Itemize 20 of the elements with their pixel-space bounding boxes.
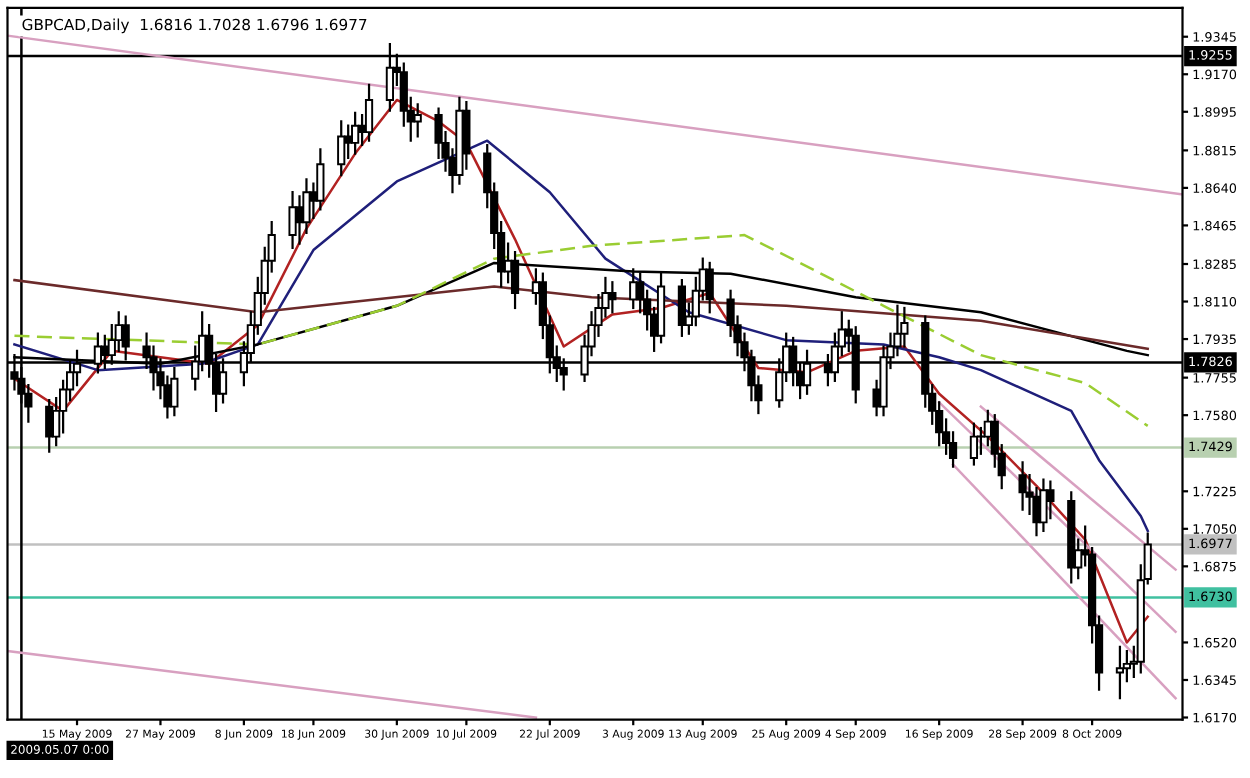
candlestick — [677, 278, 687, 337]
candlestick — [316, 148, 325, 211]
line-series — [13, 98, 1149, 644]
line-series — [13, 139, 1149, 533]
candlestick — [1115, 645, 1125, 700]
candlestick — [462, 101, 471, 170]
candlestick — [288, 191, 297, 250]
candlestick — [413, 103, 422, 138]
candlestick — [364, 83, 374, 142]
candlestick — [608, 281, 617, 314]
line-series — [13, 233, 1149, 428]
candlestick — [969, 422, 979, 466]
candlestick — [344, 124, 353, 159]
candlestick — [1018, 461, 1027, 511]
candlestick — [900, 306, 909, 348]
candlestick — [351, 111, 360, 155]
candlestick — [337, 120, 346, 177]
candlestick — [1039, 478, 1048, 533]
candlestick — [1046, 480, 1055, 520]
line-series — [13, 278, 1149, 350]
